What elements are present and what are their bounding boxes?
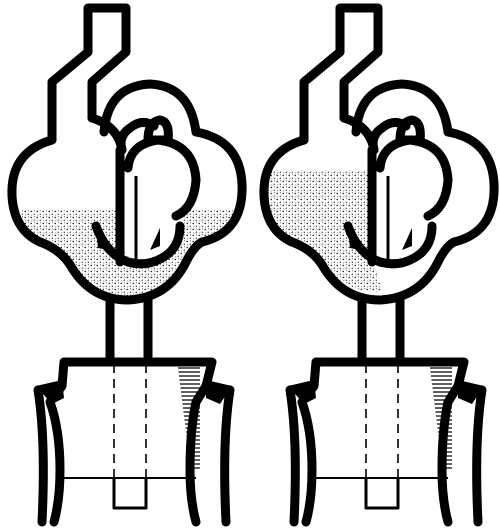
inner-hook [143,115,173,145]
tube-end [112,478,148,510]
bend-shadow [348,228,360,250]
beaker-shading [430,367,452,469]
beaker-shading [178,367,200,469]
holder-walls [33,385,235,527]
right-bulb-inner [123,135,201,221]
inlet-tube [299,3,383,145]
holder-walls [285,385,487,527]
bend-shadow [150,228,160,250]
u-bend-outer [287,237,459,305]
right-bulb [351,79,499,247]
bend-shadow [402,228,412,250]
beaker [45,357,217,527]
crossover-arm [368,118,411,155]
collar-left [36,380,64,404]
collar-left [288,380,316,404]
liquid-fill [264,170,382,293]
u-bend-outer [35,237,207,305]
left-bulb [259,135,309,247]
crossover-arm [116,118,159,155]
beaker [297,357,469,527]
apparatus-left [7,3,247,527]
stem-tube [105,293,153,363]
tube-end [364,478,400,510]
submerged-tube [365,364,399,478]
collar-right [458,380,484,404]
submerged-tube [113,364,147,478]
collar-right [206,380,232,404]
stem-tube [357,293,405,363]
bend-shadow [96,228,108,250]
inlet-tube [47,3,131,145]
inner-hook [395,115,425,145]
u-bend-inner [343,221,437,269]
right-bulb [99,79,247,247]
apparatus-right [259,3,499,527]
u-bend-inner [91,221,185,269]
right-bulb-inner [375,135,453,221]
left-bulb [7,135,57,247]
